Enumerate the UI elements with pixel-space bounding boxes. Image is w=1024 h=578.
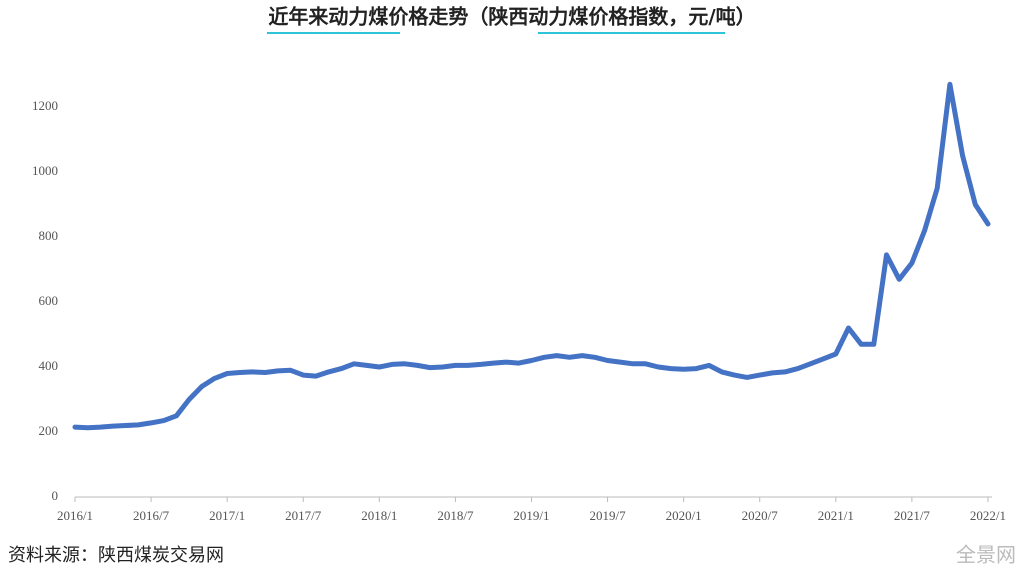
y-tick-label: 1200	[32, 98, 58, 113]
x-tick-label: 2021/1	[818, 508, 854, 523]
x-tick-label: 2020/1	[666, 508, 702, 523]
x-tick-label: 2021/7	[894, 508, 931, 523]
x-tick-label: 2016/7	[133, 508, 170, 523]
x-tick-label: 2019/7	[589, 508, 626, 523]
x-tick-label: 2017/1	[209, 508, 245, 523]
x-tick-label: 2017/7	[285, 508, 322, 523]
line	[72, 81, 991, 431]
y-tick-label: 0	[52, 488, 59, 503]
source-note: 资料来源：陕西煤炭交易网	[8, 545, 224, 566]
y-tick-label: 400	[39, 358, 59, 373]
x-tick-label: 2020/7	[742, 508, 779, 523]
y-tick-label: 200	[39, 423, 59, 438]
x-tick-label: 2022/1	[970, 508, 1006, 523]
watermark: 全景网	[956, 543, 1016, 567]
y-tick-label: 800	[39, 228, 59, 243]
y-tick-label: 600	[39, 293, 59, 308]
x-tick-label: 2016/1	[57, 508, 93, 523]
x-tick-label: 2018/7	[437, 508, 474, 523]
x-tick-label: 2018/1	[361, 508, 397, 523]
y-tick-label: 1000	[32, 163, 58, 178]
chart-title: 近年来动力煤价格走势（陕西动力煤价格指数，元/吨）	[268, 5, 755, 29]
x-tick-label: 2019/1	[513, 508, 549, 523]
